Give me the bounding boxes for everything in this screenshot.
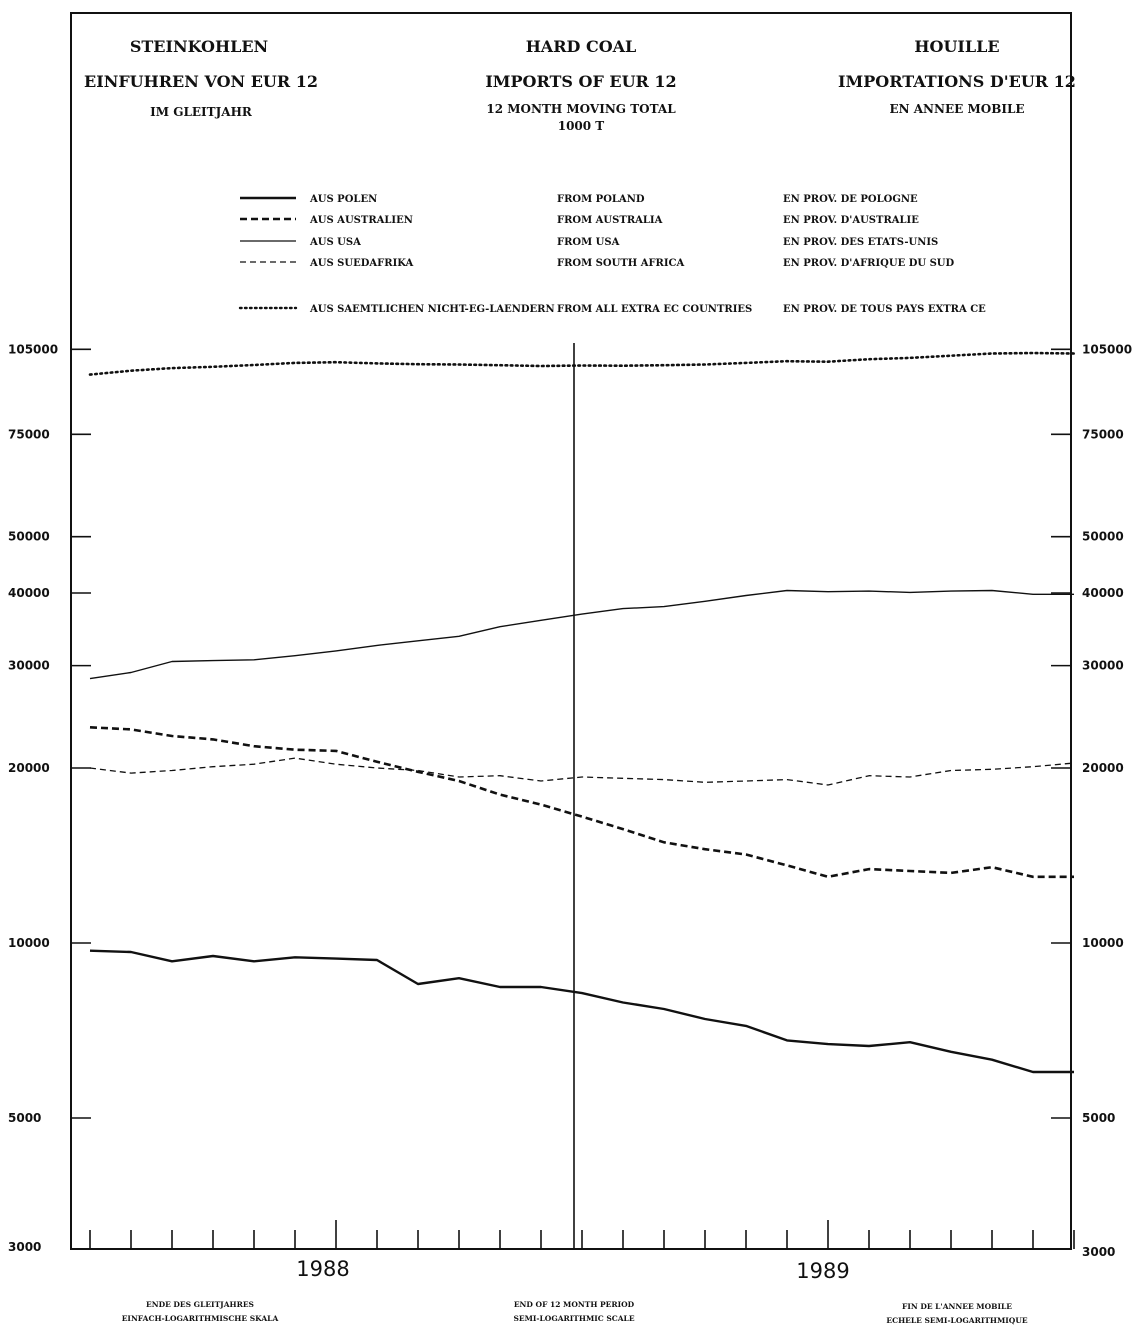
footer-en-line1: END OF 12 MONTH PERIOD <box>514 1300 635 1309</box>
year-label-1988: 1988 <box>296 1257 349 1281</box>
year-label-1989: 1989 <box>796 1259 849 1283</box>
legend-all-extra-ec-fr: EN PROV. DE TOUS PAYS EXTRA CE <box>783 304 986 315</box>
y-axis: 3000 3000 5000 5000 10000 10000 20000 20000 3000… <box>8 342 1132 1259</box>
legend-south-africa-de: AUS SUEDAFRIKA <box>309 258 414 269</box>
plot-frame <box>70 12 1072 1250</box>
footer-en-line2: SEMI-LOGARITHMIC SCALE <box>513 1314 634 1323</box>
y-tick-label-left-3000: 3000 <box>8 1240 41 1254</box>
series-group <box>88 351 1076 1074</box>
legend-all-extra-ec-de: AUS SAEMTLICHEN NICHT-EG-LAENDERN <box>309 304 555 315</box>
y-tick-label-right-3000: 3000 <box>1082 1245 1115 1259</box>
footer-de-line2: EINFACH-LOGARITHMISCHE SKALA <box>122 1314 279 1323</box>
y-tick-label-right-5000: 5000 <box>1082 1111 1115 1125</box>
y-tick-label-right-50000: 50000 <box>1082 530 1124 544</box>
y-tick-label-left-10000: 10000 <box>8 936 50 950</box>
legend: AUS POLEN FROM POLAND EN PROV. DE POLOGN… <box>238 194 986 315</box>
y-tick-label-left-20000: 20000 <box>8 761 50 775</box>
y-tick-label-left-50000: 50000 <box>8 530 50 544</box>
y-tick-label-left-105000: 105000 <box>8 342 58 356</box>
legend-poland-de: AUS POLEN <box>309 194 377 205</box>
legend-australia-en: FROM AUSTRALIA <box>557 215 663 226</box>
header-de-line2: EINFUHREN VON EUR 12 <box>84 72 318 91</box>
legend-poland-fr: EN PROV. DE POLOGNE <box>783 194 918 205</box>
footer-fr-line1: FIN DE L'ANNEE MOBILE <box>902 1302 1012 1311</box>
header-fr-line3: EN ANNEE MOBILE <box>889 102 1024 116</box>
series-line-2 <box>89 589 1074 680</box>
header-en-line2: IMPORTS OF EUR 12 <box>485 72 676 91</box>
series-line-0 <box>89 949 1074 1074</box>
series-line-3 <box>89 757 1075 786</box>
legend-south-africa-fr: EN PROV. D'AFRIQUE DU SUD <box>783 258 955 269</box>
header-english: HARD COAL IMPORTS OF EUR 12 12 MONTH MOV… <box>485 37 676 133</box>
footer: ENDE DES GLEITJAHRES EINFACH-LOGARITHMIS… <box>122 1300 1028 1325</box>
y-tick-label-right-75000: 75000 <box>1082 427 1124 441</box>
header-fr-line2: IMPORTATIONS D'EUR 12 <box>838 72 1076 91</box>
legend-usa-en: FROM USA <box>557 237 620 248</box>
y-tick-label-left-30000: 30000 <box>8 659 50 673</box>
y-tick-label-right-10000: 10000 <box>1082 936 1124 950</box>
y-tick-label-left-75000: 75000 <box>8 427 50 441</box>
y-tick-label-left-40000: 40000 <box>8 586 50 600</box>
y-tick-label-left-5000: 5000 <box>8 1111 41 1125</box>
y-tick-label-right-105000: 105000 <box>1082 342 1132 356</box>
header-en-line3: 12 MONTH MOVING TOTAL <box>486 102 676 116</box>
series-line-4 <box>88 351 1076 376</box>
footer-de-line1: ENDE DES GLEITJAHRES <box>146 1300 254 1309</box>
x-axis <box>89 1220 1075 1249</box>
header-de-line1: STEINKOHLEN <box>130 37 268 56</box>
header-fr-line1: HOUILLE <box>914 37 999 56</box>
legend-poland-en: FROM POLAND <box>557 194 645 205</box>
header-french: HOUILLE IMPORTATIONS D'EUR 12 EN ANNEE M… <box>838 37 1076 116</box>
footer-fr-line2: ECHELE SEMI-LOGARITHMIQUE <box>886 1316 1027 1325</box>
legend-usa-de: AUS USA <box>309 237 361 248</box>
header-german: STEINKOHLEN EINFUHREN VON EUR 12 IM GLEI… <box>84 37 318 119</box>
y-tick-label-right-40000: 40000 <box>1082 586 1124 600</box>
header-en-line1: HARD COAL <box>526 37 637 56</box>
header-en-line4: 1000 T <box>558 119 605 133</box>
y-tick-label-right-20000: 20000 <box>1082 761 1124 775</box>
header-de-line3: IM GLEITJAHR <box>150 105 253 119</box>
legend-usa-fr: EN PROV. DES ETATS-UNIS <box>783 237 938 248</box>
legend-all-extra-ec-en: FROM ALL EXTRA EC COUNTRIES <box>557 304 752 315</box>
legend-australia-de: AUS AUSTRALIEN <box>309 215 413 226</box>
legend-south-africa-en: FROM SOUTH AFRICA <box>557 258 685 269</box>
series-line-1 <box>89 726 1074 879</box>
legend-australia-fr: EN PROV. D'AUSTRALIE <box>783 215 919 226</box>
y-tick-label-right-30000: 30000 <box>1082 659 1124 673</box>
